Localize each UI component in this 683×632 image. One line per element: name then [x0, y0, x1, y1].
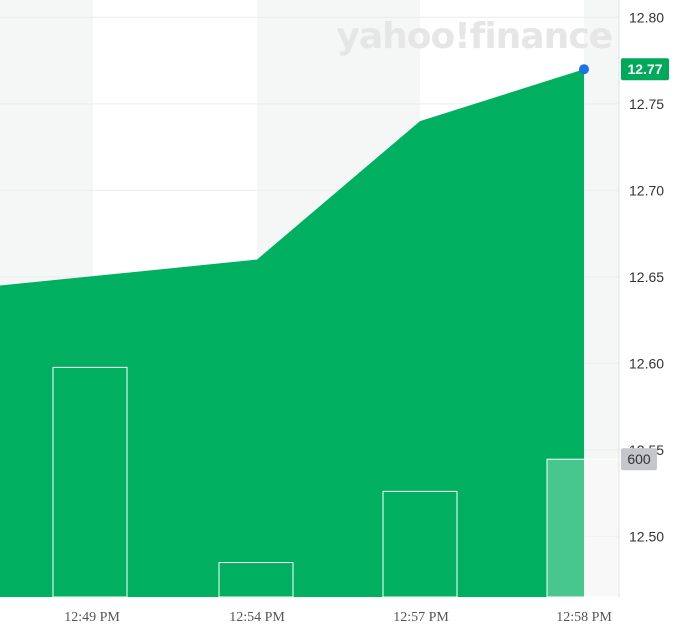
x-tick-label: 12:54 PM	[229, 610, 285, 625]
volume-bar	[546, 458, 620, 598]
x-axis: 12:49 PM 12:54 PM 12:57 PM 12:58 PM	[64, 610, 612, 625]
last-price-label: 12.77	[627, 61, 662, 77]
volume-bar	[382, 490, 458, 598]
y-tick-label: 12.75	[629, 96, 664, 112]
volume-bar	[218, 562, 294, 598]
x-tick-label: 12:49 PM	[64, 610, 120, 625]
last-price-badge: 12.77	[621, 58, 669, 81]
y-tick-label: 12.70	[629, 182, 664, 198]
y-tick-label: 12.65	[629, 269, 664, 285]
last-price-dot[interactable]	[579, 64, 589, 75]
y-tick-label: 12.80	[629, 9, 664, 25]
time-band	[584, 0, 619, 597]
price-area[interactable]	[0, 69, 584, 597]
last-price-badge-bg	[621, 58, 669, 81]
y-tick-label: 12.50	[629, 528, 664, 544]
last-volume-label: 600	[627, 451, 651, 467]
y-tick-label: 12.60	[629, 355, 664, 371]
yahoo-finance-watermark: yahoo!finance	[336, 16, 612, 57]
last-volume-badge-bg	[621, 448, 657, 471]
volume-bar	[52, 366, 128, 598]
x-tick-label: 12:58 PM	[556, 610, 612, 625]
volume-bars	[52, 366, 620, 598]
x-tick-label: 12:57 PM	[393, 610, 449, 625]
last-volume-badge: 600	[621, 448, 657, 471]
